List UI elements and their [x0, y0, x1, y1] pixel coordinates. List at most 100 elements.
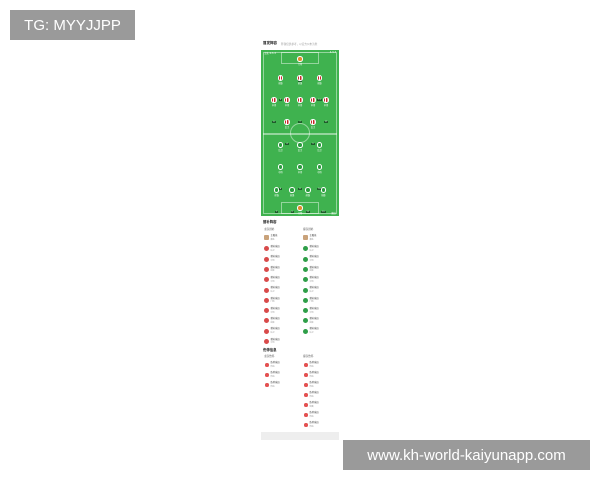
sub-item[interactable]: 替补球员 前锋 [303, 266, 339, 272]
sub-item[interactable]: 替补球员 前锋 [264, 266, 300, 273]
sub-item[interactable]: 替补球员 后卫 [264, 245, 300, 252]
sub-item[interactable]: 替补球员 中场 [264, 275, 300, 283]
row-text: 伤停球员 伤病 [271, 371, 280, 378]
player-avatar [303, 318, 308, 324]
player-name: 后卫 [317, 149, 322, 152]
sub-item[interactable]: 替补球员 后卫 [303, 286, 339, 293]
sub-item[interactable]: 替补球员 中场 [303, 276, 339, 283]
watermark-bottom-right: www.kh-world-kaiyunapp.com [343, 440, 590, 470]
shirt-icon [297, 164, 303, 170]
row-name: 伤停球员 [309, 381, 319, 384]
coach-item[interactable]: 主教练 教练 [264, 234, 300, 241]
injury-icon [304, 403, 308, 407]
player-home[interactable]: 中场 17 [319, 97, 333, 126]
row-text: 伤停球员 伤病 [309, 381, 319, 388]
row-name: 伤停球员 [309, 411, 319, 414]
player-name: 中场 [310, 104, 316, 107]
injury-item[interactable]: 伤停球员 伤病 [303, 361, 339, 368]
player-name: 中场 [317, 171, 322, 174]
player-away[interactable]: 门将1 [293, 205, 307, 216]
row-text: 替补球员 前锋 [270, 317, 280, 324]
coach-avatar [303, 235, 308, 241]
row-sub: 伤病 [309, 395, 314, 398]
row-text: 替补球员 后卫 [310, 328, 319, 335]
player-away[interactable]: 前锋 7 [270, 187, 284, 216]
player-number: 7 [298, 121, 302, 123]
player-home[interactable]: 门将 1 [293, 56, 307, 85]
injury-item[interactable]: 伤停球员 伤病 [303, 371, 339, 378]
away-team-name: 客队 [331, 212, 336, 215]
player-number: 11 [317, 99, 322, 101]
shirt-icon [271, 97, 277, 103]
player-name: 前锋 [321, 194, 326, 197]
injury-item[interactable]: 伤停球员 伤病 [303, 421, 339, 428]
shirt-icon [310, 97, 316, 103]
sub-item[interactable]: 替补球员 中场 [264, 255, 300, 262]
injury-item[interactable]: 伤停球员 停赛 [303, 401, 339, 408]
row-name: 伤停球员 [309, 371, 319, 374]
player-name: 门将 [297, 63, 303, 66]
shirt-icon [277, 142, 284, 148]
shirt-icon [297, 56, 303, 62]
sub-item[interactable]: 替补球员 后卫 [303, 328, 339, 334]
row-text: 替补球员 门将 [310, 297, 319, 304]
sub-item[interactable]: 替补球员 前锋 [264, 317, 300, 324]
injury-item[interactable]: 伤停球员 伤病 [264, 371, 300, 378]
row-sub: 伤病 [309, 375, 314, 378]
player-home[interactable]: 中场 6 [267, 97, 281, 126]
row-text: 替补球员 后卫 [270, 328, 280, 335]
sub-item[interactable]: 替补球员 门将 [303, 297, 339, 304]
shirt-icon [316, 164, 323, 170]
row-sub: 中场 [309, 280, 314, 283]
injury-item[interactable]: 伤停球员 伤病 [303, 411, 339, 418]
player-home[interactable]: 前锋 9 [274, 75, 288, 104]
sub-item[interactable]: 替补球员 中场 [264, 307, 300, 314]
sub-item[interactable]: 替补球员 中场 [264, 338, 300, 344]
injury-item[interactable]: 伤停球员 伤病 [264, 361, 300, 368]
injury-icon [265, 383, 269, 387]
sub-item[interactable]: 替补球员 中场 [303, 255, 339, 263]
sub-item[interactable]: 替补球员 门将 [264, 297, 300, 303]
sub-item[interactable]: 替补球员 后卫 [264, 328, 300, 334]
row-text: 替补球员 后卫 [310, 245, 319, 252]
sub-item[interactable]: 替补球员 中场 [303, 307, 339, 314]
shirt-icon [320, 187, 327, 193]
row-sub: 后卫 [270, 332, 275, 335]
sub-item[interactable]: 替补球员 后卫 [303, 245, 339, 252]
player-home[interactable]: 后卫 4 [280, 119, 294, 148]
sub-item[interactable]: 替补球员 后卫 [264, 286, 300, 293]
row-name: 替补球员 [270, 275, 280, 279]
player-away[interactable]: 前锋 19 [316, 187, 330, 216]
player-home[interactable]: 前锋 11 [313, 75, 327, 104]
player-name: 后卫 [297, 149, 303, 152]
row-text: 替补球员 前锋 [271, 266, 280, 273]
row-name: 替补球员 [309, 317, 319, 321]
coach-item[interactable]: 主教练 教练 [303, 234, 339, 241]
row-text: 伤停球员 伤病 [310, 361, 319, 368]
shirt-icon [277, 75, 284, 81]
shirt-icon [323, 97, 329, 103]
player-away[interactable]: 前锋 9 [285, 187, 299, 216]
player-away[interactable]: 前锋 11 [301, 187, 315, 216]
row-sub: 前锋 [309, 321, 314, 324]
page-footer [261, 432, 339, 440]
player-away[interactable]: 中场 6 [274, 164, 288, 193]
row-sub: 中场 [309, 260, 314, 263]
player-avatar [264, 308, 269, 314]
coach-avatar [264, 235, 269, 241]
shirt-icon [316, 142, 323, 148]
shirt-icon [297, 75, 303, 81]
injury-item[interactable]: 伤停球员 伤病 [303, 391, 339, 398]
injury-item[interactable]: 伤停球员 伤病 [264, 381, 300, 388]
player-away[interactable]: 中场 10 [313, 164, 327, 193]
player-away[interactable]: 中场 8 [293, 164, 307, 193]
player-home[interactable]: 中场 7 [293, 97, 307, 126]
player-number: 6 [272, 121, 276, 123]
row-sub: 教练 [270, 238, 275, 241]
row-sub: 前锋 [270, 321, 275, 324]
sub-item[interactable]: 替补球员 前锋 [303, 317, 339, 324]
player-home[interactable]: 后卫 5 [306, 119, 320, 148]
player-name: 中场 [323, 104, 329, 107]
player-avatar [303, 256, 308, 262]
injury-item[interactable]: 伤停球员 伤病 [303, 381, 339, 388]
